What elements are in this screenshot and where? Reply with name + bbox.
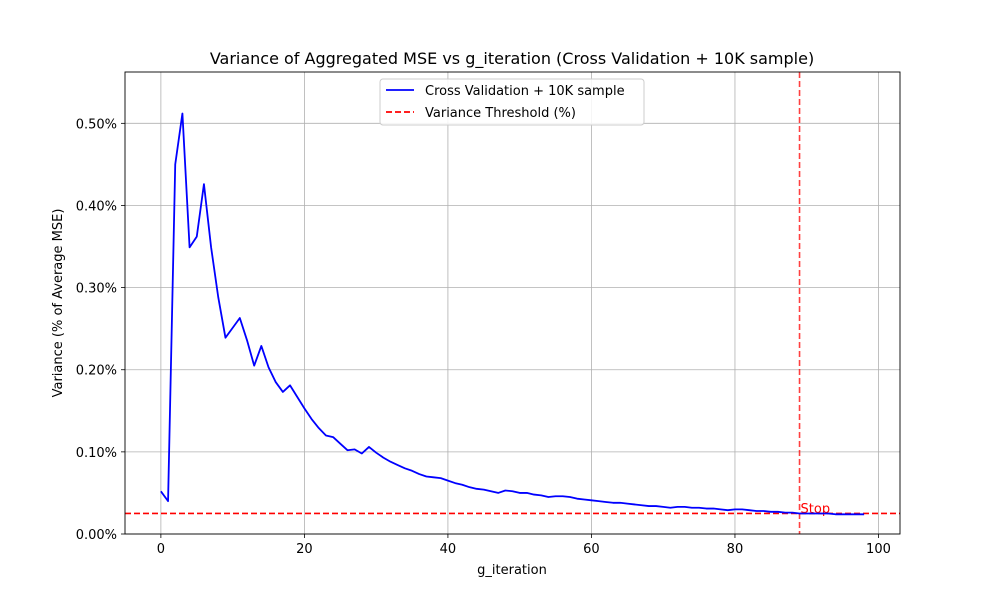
series-line-0 xyxy=(160,112,865,516)
x-tick-label: 80 xyxy=(727,542,744,557)
y-tick-label: 0.30% xyxy=(76,282,117,297)
plot-area: Stop xyxy=(125,72,900,534)
y-tick-label: 0.20% xyxy=(76,364,117,379)
x-tick-label: 0 xyxy=(157,542,165,557)
x-axis-label: g_iteration xyxy=(477,563,547,578)
x-tick-label: 20 xyxy=(296,542,313,557)
stop-label: Stop xyxy=(801,502,831,517)
axes-frame xyxy=(124,71,901,535)
y-tick-label: 0.00% xyxy=(76,528,117,543)
y-tick-label: 0.40% xyxy=(76,199,117,214)
legend-label-series: Cross Validation + 10K sample xyxy=(425,84,625,99)
legend: Cross Validation + 10K sample Variance T… xyxy=(379,78,645,126)
y-axis-label: Variance (% of Average MSE) xyxy=(51,209,66,398)
y-tick-label: 0.50% xyxy=(76,117,117,132)
chart-title: Variance of Aggregated MSE vs g_iteratio… xyxy=(210,49,814,69)
legend-box xyxy=(379,78,645,126)
ticks: 0 20 40 60 80 100 0.00% 0.10% 0.20% 0.30% 0.40% 0.5… xyxy=(76,117,891,557)
legend-label-threshold: Variance Threshold (%) xyxy=(425,106,576,121)
y-tick-label: 0.10% xyxy=(76,446,117,461)
x-tick-label: 100 xyxy=(866,542,891,557)
x-tick-label: 40 xyxy=(440,542,457,557)
x-tick-label: 60 xyxy=(583,542,600,557)
